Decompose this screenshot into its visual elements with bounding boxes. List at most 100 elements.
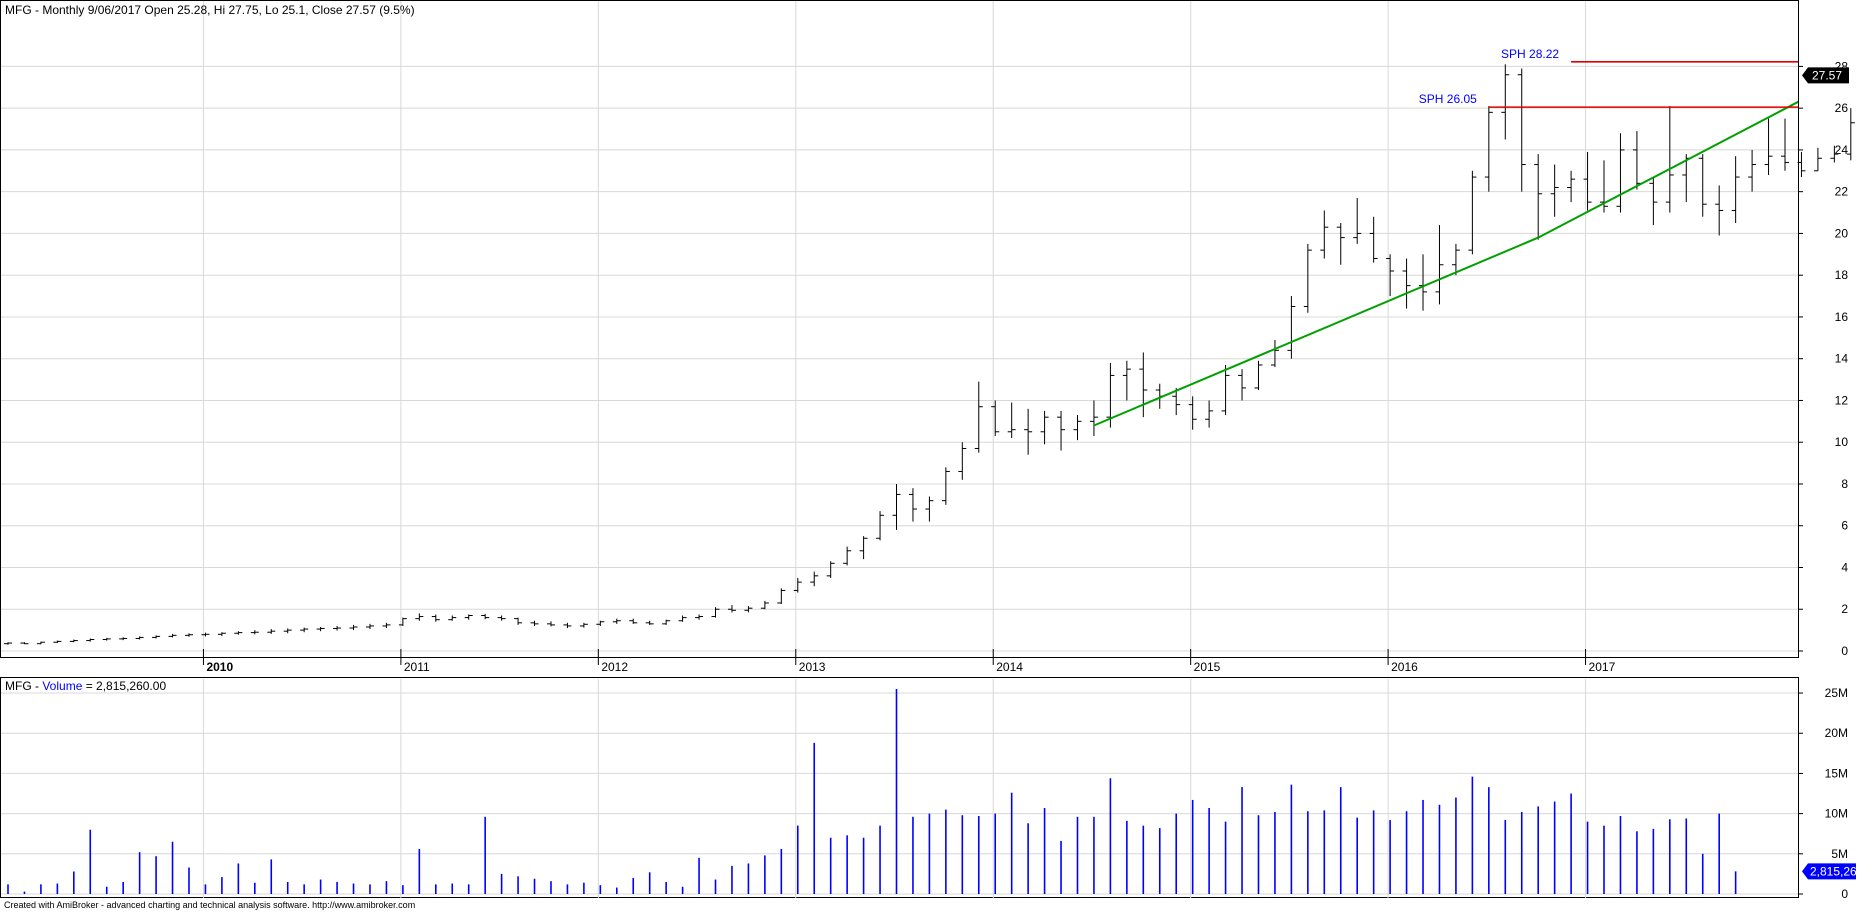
ohlc-bar (283, 628, 292, 634)
price-y-tick-label: 8 (1841, 477, 1848, 491)
price-lines (1093, 61, 1798, 427)
ohlc-bar (1386, 254, 1395, 297)
price-y-tick-label: 10 (1835, 435, 1849, 449)
ohlc-bar (1270, 339, 1279, 368)
price-y-tick-label: 2 (1841, 602, 1848, 616)
ohlc-bar (333, 625, 342, 631)
ohlc-bar (431, 614, 440, 622)
ohlc-bar (826, 561, 835, 578)
ohlc-bar (810, 571, 819, 587)
volume-y-tick-label: 15M (1825, 766, 1848, 780)
ohlc-bar (859, 536, 868, 560)
sph-annotation: SPH 28.22 (1501, 47, 1559, 61)
last-volume-badge-text: 2,815,26 (1810, 864, 1857, 878)
price-x-axis: 2010 2011 2012 2013 2014 2015 2016 2017 (202, 649, 1616, 674)
price-y-tick-label: 16 (1835, 310, 1849, 324)
ohlc-bar (184, 633, 193, 637)
ohlc-bar (1451, 243, 1460, 276)
ohlc-bar (152, 635, 161, 639)
ohlc-bar (514, 617, 523, 625)
ohlc-bar (1616, 133, 1625, 213)
ohlc-bar (1583, 152, 1592, 211)
ohlc-bar (20, 642, 29, 645)
ohlc-bar (563, 622, 572, 629)
price-header-symbol: MFG (5, 3, 32, 17)
ohlc-bar (530, 620, 539, 626)
ohlc-bar (365, 623, 374, 630)
ohlc-bar (1353, 197, 1362, 244)
year-label-2011: 2011 (404, 660, 430, 674)
ohlc-bar (941, 467, 950, 505)
ohlc-bar (925, 496, 934, 522)
ohlc-bar (53, 640, 62, 644)
price-grid (1, 1, 1798, 657)
ohlc-bar (1057, 410, 1066, 451)
year-label-2016: 2016 (1391, 660, 1418, 674)
ohlc-bar (1781, 118, 1789, 171)
price-y-tick-label: 20 (1835, 226, 1849, 240)
ohlc-bar (1287, 296, 1296, 359)
volume-y-tick-label: 25M (1825, 686, 1848, 700)
ohlc-bar (1764, 118, 1773, 175)
ohlc-bar (1089, 400, 1098, 436)
ohlc-bar (1567, 170, 1576, 203)
ohlc-bar (1221, 364, 1230, 416)
ohlc-bar (1040, 410, 1049, 445)
ohlc-bar (629, 618, 638, 624)
volume-header-symbol: MFG (5, 679, 32, 693)
year-label-2014: 2014 (996, 660, 1023, 674)
ohlc-bar (876, 511, 885, 541)
ohlc-bar (1517, 68, 1526, 192)
volume-panel: 0 5M 10M 15M 20M 25M MFG - Volume = 2,815,260… (0, 677, 1857, 901)
ohlc-bar (744, 606, 753, 613)
ohlc-bar (843, 546, 852, 566)
ohlc-bar (316, 626, 325, 632)
ohlc-bar (69, 639, 78, 643)
ohlc-bar (1698, 154, 1707, 217)
ohlc-bar (1550, 164, 1559, 217)
ohlc-bar (36, 641, 45, 645)
ohlc-bar (481, 613, 490, 620)
ohlc-bar (662, 619, 671, 625)
ohlc-bar (349, 624, 358, 631)
last-close-badge-text: 27.57 (1812, 68, 1842, 82)
ohlc-bar (1024, 408, 1033, 455)
ohlc-bar (1501, 64, 1510, 140)
price-y-tick-label: 26 (1835, 101, 1849, 115)
price-y-tick-label: 4 (1841, 560, 1848, 574)
ohlc-bar (645, 620, 654, 625)
year-label-2013: 2013 (799, 660, 826, 674)
ohlc-bar (1205, 400, 1214, 428)
ohlc-bar (497, 615, 506, 621)
volume-panel-border (0, 677, 1799, 898)
ohlc-bar (201, 632, 210, 637)
ohlc-bar (908, 488, 917, 522)
ohlc-bar (991, 400, 1000, 436)
price-y-tick-label: 0 (1841, 644, 1848, 658)
year-label-2010: 2010 (206, 660, 233, 674)
ohlc-bar (546, 621, 555, 627)
ohlc-bar (1073, 415, 1082, 441)
ohlc-bar (102, 637, 111, 641)
volume-header-series: Volume (42, 679, 82, 693)
ohlc-bar (1665, 106, 1674, 213)
price-annotations: SPH 28.22 SPH 26.05 (1419, 47, 1560, 106)
price-y-tick-label: 22 (1835, 185, 1849, 199)
footer-credit: Created with AmiBroker - advanced charti… (4, 900, 415, 910)
volume-bars (7, 689, 1737, 894)
ohlc-bar (1188, 396, 1197, 430)
last-volume-badge-shape (1802, 863, 1856, 880)
volume-header: MFG - Volume = 2,815,260.00 (5, 679, 166, 693)
ohlc-bar (168, 633, 177, 638)
volume-y-tick-label: 0 (1841, 887, 1848, 901)
ohlc-bar (1435, 225, 1444, 305)
ohlc-bar (760, 600, 769, 610)
price-y-tick-label: 6 (1841, 519, 1848, 533)
ohlc-bar (678, 615, 687, 622)
price-bars (4, 64, 1855, 645)
ohlc-bar (793, 577, 802, 593)
ohlc-bar (1402, 258, 1411, 309)
price-y-tick-label: 24 (1835, 143, 1849, 157)
ohlc-bar (1106, 362, 1115, 428)
sph-annotation: SPH 26.05 (1419, 92, 1477, 106)
